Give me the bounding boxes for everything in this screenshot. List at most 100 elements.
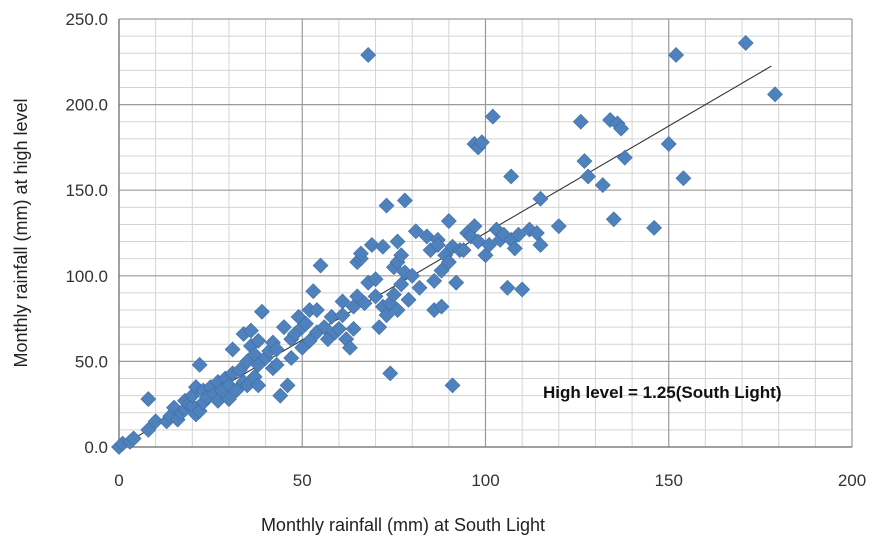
data-point [532, 237, 549, 253]
data-point [250, 377, 267, 394]
data-point [503, 168, 520, 185]
data-point [382, 365, 399, 382]
data-point [297, 315, 314, 332]
data-point [605, 211, 622, 228]
data-point [345, 320, 362, 337]
data-point [140, 421, 157, 438]
data-point [433, 262, 450, 279]
data-point [221, 391, 237, 407]
data-point [378, 197, 395, 214]
data-point [660, 136, 677, 152]
data-point [455, 242, 472, 259]
data-point [466, 218, 483, 235]
y-tick-label: 200.0 [65, 96, 108, 115]
data-point [312, 257, 329, 274]
data-point [191, 356, 208, 373]
data-point [506, 240, 523, 257]
data-point [140, 391, 157, 407]
x-axis-title: Monthly rainfall (mm) at South Light [261, 515, 545, 535]
data-point [147, 413, 164, 430]
data-point [481, 237, 498, 253]
data-point [576, 153, 593, 170]
data-point [301, 332, 318, 349]
y-tick-label: 0.0 [84, 438, 108, 457]
data-point [407, 223, 424, 240]
data-point [393, 247, 410, 264]
data-point [411, 279, 428, 296]
data-point [396, 192, 413, 209]
data-point [316, 319, 333, 336]
data-point [254, 303, 270, 320]
data-point [276, 319, 292, 336]
data-point [305, 283, 322, 300]
trendline-annotation: High level = 1.25(South Light) [543, 383, 782, 402]
data-point [737, 35, 754, 51]
data-point [675, 170, 692, 187]
data-point [528, 225, 545, 241]
data-point [334, 307, 351, 324]
data-point [433, 298, 450, 315]
data-point [404, 267, 421, 284]
data-point [484, 108, 501, 125]
data-point [224, 341, 241, 358]
x-tick-label: 0 [114, 471, 123, 490]
data-point [532, 190, 549, 207]
data-point [572, 113, 589, 130]
x-tick-label: 150 [655, 471, 683, 490]
data-point [389, 233, 406, 250]
data-point [356, 295, 373, 312]
data-point [250, 332, 267, 349]
data-point [426, 273, 443, 289]
data-point [243, 322, 259, 339]
data-point [125, 430, 142, 447]
data-point [385, 286, 402, 303]
data-point [580, 168, 597, 185]
data-point [400, 291, 417, 308]
data-point [668, 47, 685, 63]
data-point [239, 377, 256, 394]
data-point [378, 307, 395, 324]
data-point [268, 356, 285, 373]
data-point [444, 377, 461, 394]
y-tick-label: 100.0 [65, 267, 108, 286]
data-point [330, 320, 347, 337]
y-axis-title: Monthly rainfall (mm) at high level [11, 98, 31, 367]
labels: High level = 1.25(South Light) Monthly r… [11, 10, 866, 535]
data-point [613, 120, 630, 137]
axes [118, 19, 852, 448]
data-point [646, 219, 663, 236]
data-point [440, 213, 457, 229]
data-point [550, 218, 567, 235]
x-tick-label: 200 [838, 471, 866, 490]
data-point [279, 377, 296, 394]
data-point [371, 319, 388, 336]
data-point [360, 47, 377, 63]
data-point [232, 362, 248, 378]
data-point [352, 245, 369, 262]
data-point [272, 387, 289, 404]
data-point [429, 237, 446, 253]
data-point [440, 254, 457, 271]
data-point [393, 276, 410, 293]
data-point [334, 293, 351, 310]
y-tick-label: 150.0 [65, 181, 108, 200]
data-point [367, 271, 384, 288]
data-point [499, 279, 516, 296]
x-tick-label: 100 [471, 471, 499, 490]
data-point [228, 382, 245, 399]
y-tick-label: 50.0 [75, 352, 108, 371]
data-point [363, 237, 380, 253]
data-point [374, 238, 391, 255]
data-point [514, 281, 531, 298]
data-point [283, 350, 300, 366]
data-point [448, 274, 465, 291]
data-point [594, 177, 611, 193]
data-point [616, 149, 633, 166]
data-point [473, 134, 490, 151]
data-points [111, 35, 783, 455]
x-tick-label: 50 [293, 471, 312, 490]
data-point [341, 339, 358, 356]
y-tick-label: 250.0 [65, 10, 108, 29]
